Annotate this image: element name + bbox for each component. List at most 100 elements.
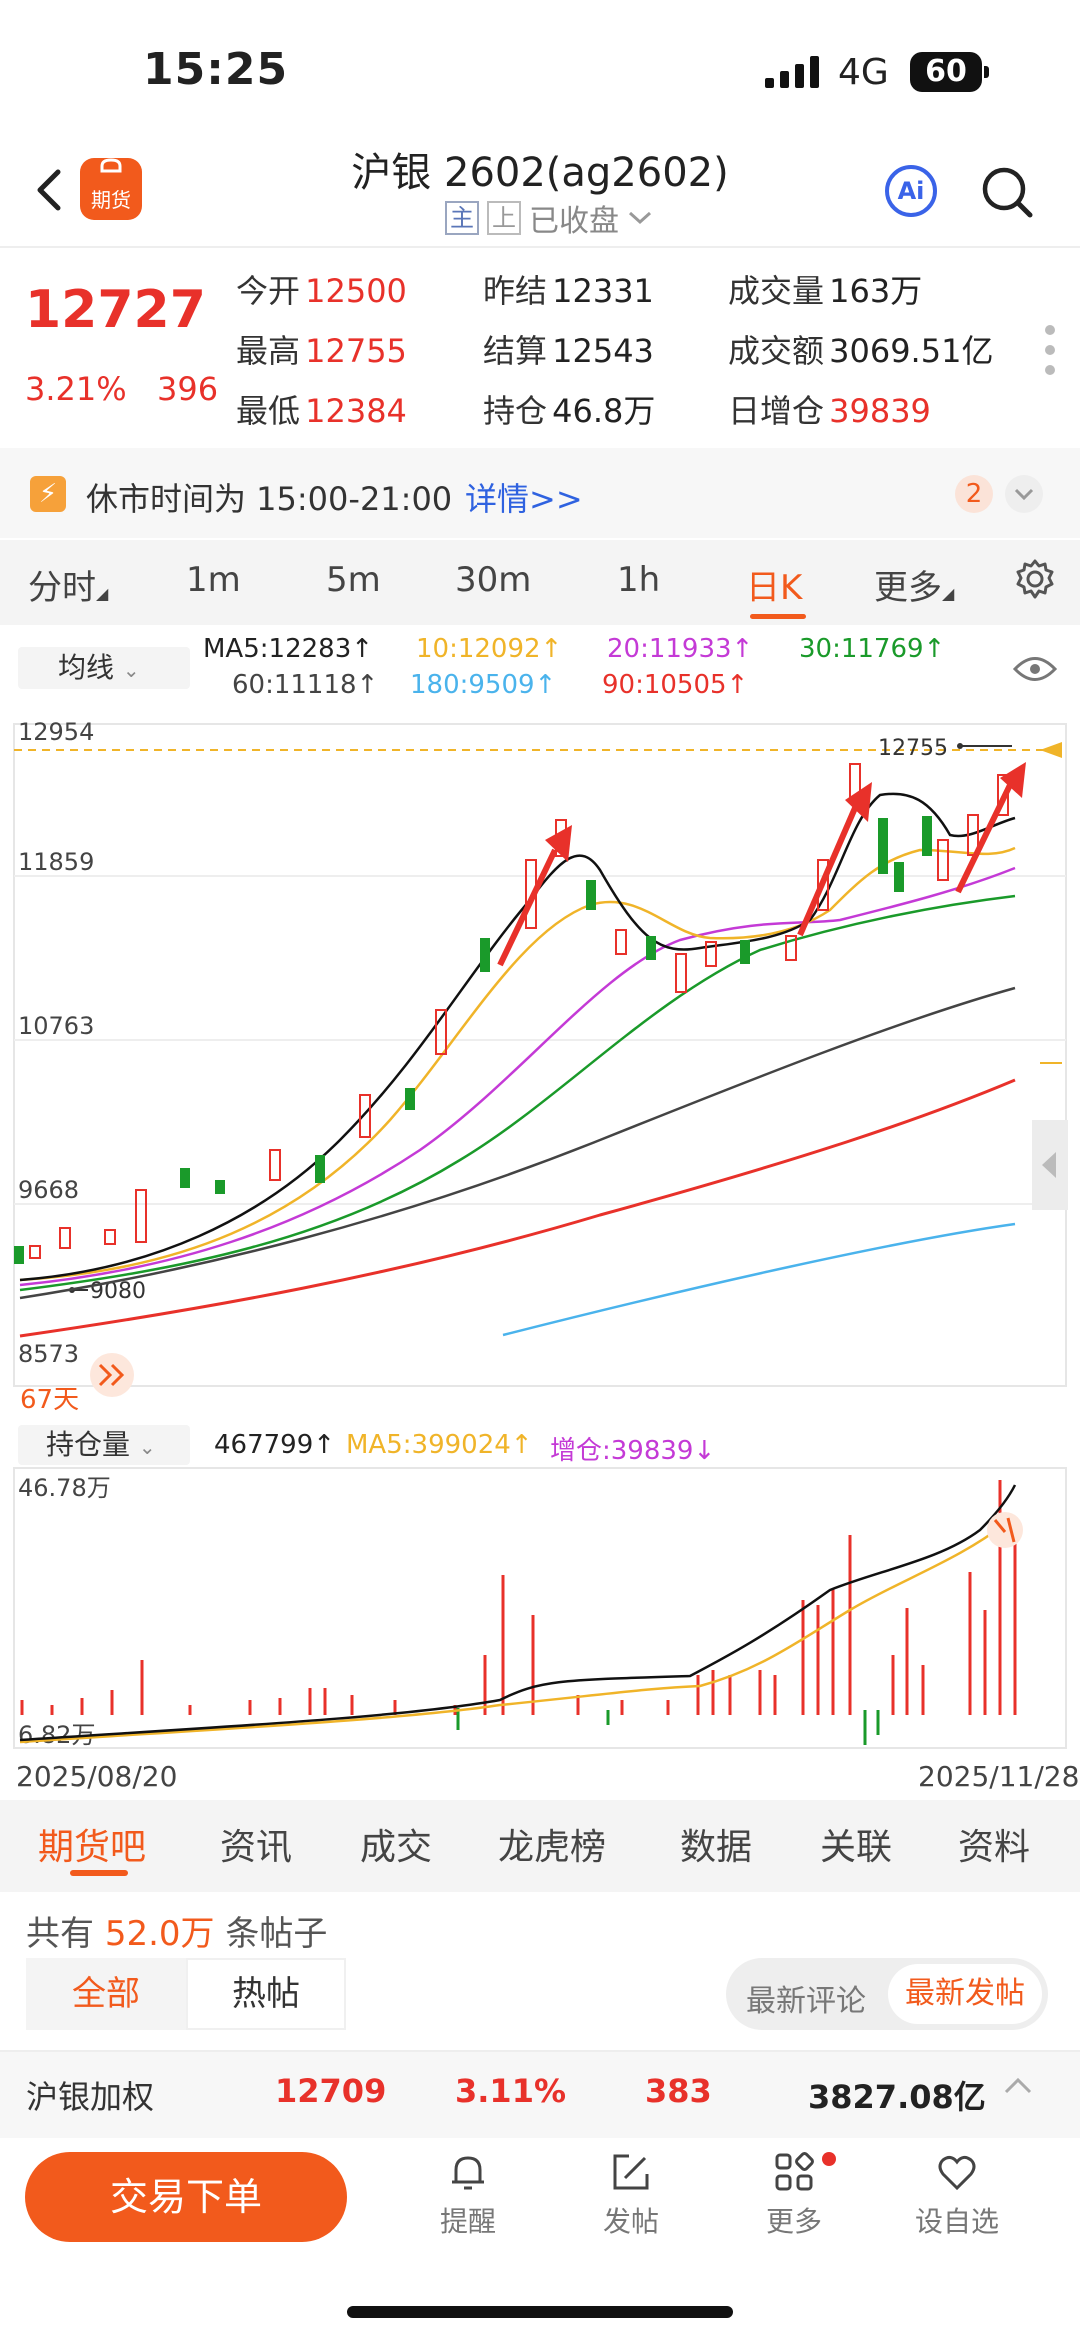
quote-field: 成交额 3069.51亿 <box>728 332 994 370</box>
index-change: 383 <box>645 2072 712 2110</box>
kline-chart[interactable]: 12954 11859 10763 9668 8573 12755 9080 6… <box>0 700 1080 1420</box>
tab-more[interactable]: 更多◢ <box>874 568 955 608</box>
quote-field: 最低 12384 <box>236 392 407 430</box>
ma-legend-item: 20:11933↑ <box>607 634 754 664</box>
contract-subtitle[interactable]: 主 上 已收盘 <box>445 198 653 239</box>
ma-legend-item: 180:9509↑ <box>410 670 557 700</box>
post-count: 共有 52.0万 条帖子 <box>26 1914 328 1954</box>
filter-hot-button[interactable]: 热帖 <box>186 1958 346 2030</box>
bell-icon <box>452 2156 484 2190</box>
open-interest-value: 467799↑ <box>214 1430 336 1460</box>
tab-1h[interactable]: 1h <box>617 560 661 600</box>
content-tabs <box>0 1800 1080 1892</box>
notice-detail-link[interactable]: 详情>> <box>465 480 583 518</box>
notice-bar[interactable] <box>0 448 1080 538</box>
tab-30m[interactable]: 30m <box>455 560 532 600</box>
x-axis-start-date: 2025/08/20 <box>16 1760 178 1793</box>
more-options-icon[interactable] <box>1045 325 1057 385</box>
search-icon[interactable] <box>980 163 1036 223</box>
tab-daily-k[interactable]: 日K <box>746 568 803 608</box>
quote-field: 持仓 46.8万 <box>483 392 656 430</box>
y-axis-label: 8573 <box>18 1340 79 1368</box>
tab-futures-forum[interactable]: 期货吧 <box>38 1827 147 1868</box>
quote-field: 成交量 163万 <box>728 272 923 310</box>
quote-field: 昨结 12331 <box>483 272 654 310</box>
quote-field: 今开 12500 <box>236 272 407 310</box>
high-price-label: 12755 <box>878 736 948 761</box>
chevron-up-icon[interactable] <box>998 2066 1038 2106</box>
tab-data[interactable]: 数据 <box>680 1827 753 1868</box>
ma-legend-item: 10:12092↑ <box>416 634 563 664</box>
page-title: 沪银 2602(ag2602) <box>351 150 729 196</box>
index-price: 12709 <box>275 2072 387 2110</box>
low-price-label: 9080 <box>90 1279 146 1304</box>
post-button[interactable]: 发帖 <box>576 2150 686 2240</box>
futures-app-icon[interactable]: 期货 <box>80 158 142 220</box>
ai-button[interactable]: Ai <box>885 165 937 217</box>
notice-count-badge: 2 <box>955 475 993 513</box>
x-axis-end-date: 2025/11/28 <box>918 1760 1080 1793</box>
weighted-index-bar[interactable] <box>0 2050 1080 2138</box>
change-value: 396 <box>157 370 219 408</box>
y-axis-label: 10763 <box>18 1012 94 1040</box>
app-badge-label: 期货 <box>91 188 131 212</box>
notification-dot <box>822 2152 836 2166</box>
tab-timeshare[interactable]: 分时◢ <box>28 568 109 608</box>
y-axis-label: 12954 <box>18 718 94 746</box>
gear-icon[interactable] <box>1014 558 1056 600</box>
sort-latest-post[interactable]: 最新发帖 <box>888 1964 1042 2024</box>
tab-trades[interactable]: 成交 <box>360 1827 433 1868</box>
tab-1m[interactable]: 1m <box>186 560 241 600</box>
market-status: 已收盘 <box>529 204 619 239</box>
oi-y-top: 46.78万 <box>18 1474 111 1502</box>
oi-increase-value: 增仓:39839↓ <box>550 1436 716 1466</box>
active-tab-indicator <box>70 1870 128 1876</box>
more-label: 更多 <box>765 2205 822 2238</box>
chevron-down-icon <box>628 211 652 225</box>
alert-label: 提醒 <box>439 2205 496 2238</box>
sort-latest-comment[interactable]: 最新评论 <box>746 1984 866 2019</box>
signal-icon <box>765 56 823 92</box>
oi-ma5-value: MA5:399024↑ <box>346 1430 533 1460</box>
status-time: 15:25 <box>143 44 289 95</box>
grid-icon <box>775 2152 814 2191</box>
ma-legend-item: MA5:12283↑ <box>203 634 374 664</box>
back-button[interactable] <box>30 160 70 220</box>
range-days-label: 67天 <box>20 1385 79 1415</box>
add-watchlist-button[interactable]: 设自选 <box>902 2150 1012 2240</box>
indicator-select[interactable]: 均线 ⌄ <box>18 647 190 689</box>
last-price: 12727 <box>25 280 206 340</box>
side-panel-toggle[interactable] <box>1032 1120 1068 1210</box>
sub-indicator-select[interactable]: 持仓量 ⌄ <box>18 1425 190 1465</box>
index-change-percent: 3.11% <box>455 2072 567 2110</box>
heart-icon <box>938 2155 976 2191</box>
edit-icon <box>613 2154 649 2190</box>
tab-5m[interactable]: 5m <box>326 560 381 600</box>
lightning-icon: ⚡ <box>30 476 66 512</box>
main-contract-tag: 主 <box>445 201 479 235</box>
post-label: 发帖 <box>602 2205 659 2238</box>
alert-button[interactable]: 提醒 <box>413 2150 523 2240</box>
open-interest-chart[interactable]: 46.78万 6.82万 <box>0 1460 1080 1750</box>
tab-ranking[interactable]: 龙虎榜 <box>498 1827 607 1868</box>
y-axis-label: 11859 <box>18 848 94 876</box>
eye-icon[interactable] <box>1012 654 1058 684</box>
active-tab-indicator <box>750 614 806 619</box>
trade-order-button[interactable]: 交易下单 <box>25 2152 347 2242</box>
exchange-tag: 上 <box>487 201 521 235</box>
ma-legend-item: 90:10505↑ <box>602 670 749 700</box>
home-indicator[interactable] <box>347 2306 733 2318</box>
index-name: 沪银加权 <box>26 2078 155 2116</box>
quote-field: 日增仓 39839 <box>728 392 931 430</box>
ma-legend-item: 60:11118↑ <box>232 670 379 700</box>
ma-legend-item: 30:11769↑ <box>799 634 946 664</box>
chevron-down-icon[interactable] <box>1005 475 1043 513</box>
filter-all-button[interactable]: 全部 <box>26 1958 186 2030</box>
more-button[interactable]: 更多 <box>739 2150 849 2240</box>
notice-text: 休市时间为 15:00-21:00 <box>86 480 453 518</box>
change-percent: 3.21% <box>25 370 127 408</box>
tab-related[interactable]: 关联 <box>820 1827 893 1868</box>
quote-field: 最高 12755 <box>236 332 407 370</box>
tab-profile[interactable]: 资料 <box>958 1827 1031 1868</box>
tab-news[interactable]: 资讯 <box>220 1827 293 1868</box>
